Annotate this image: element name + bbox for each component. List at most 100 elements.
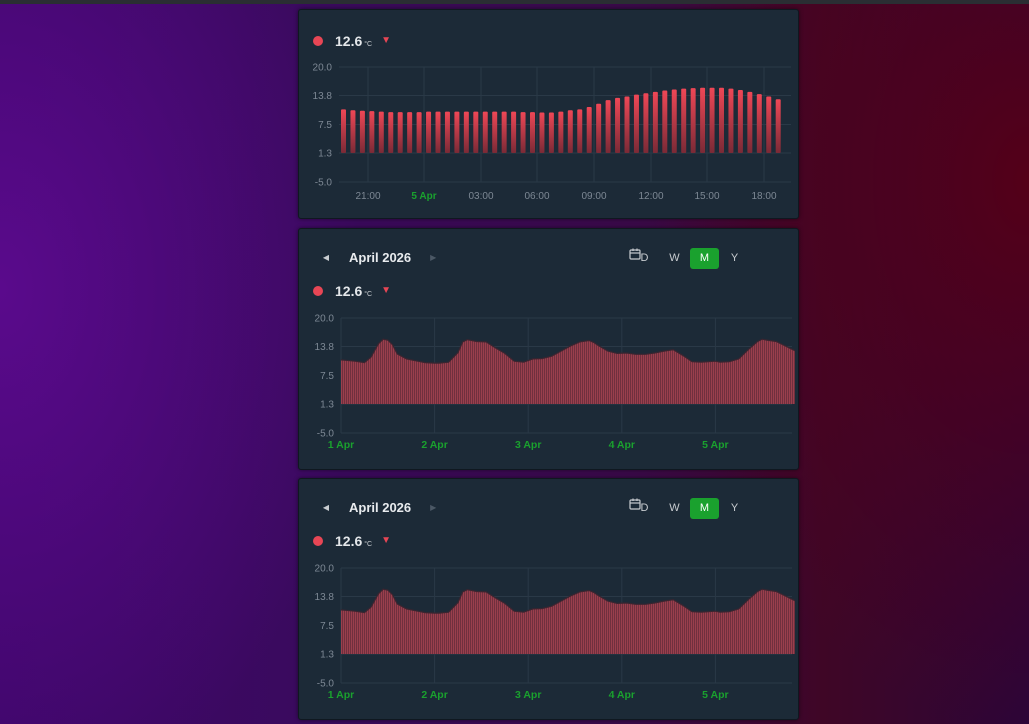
y-tick-label: 1.3	[318, 149, 332, 160]
bar[interactable]	[378, 111, 384, 154]
month-area-chart[interactable]: 20.0 13.8 7.5 1.3 -5.01 Apr 2 Apr 3 Apr 4 Apr 5 …	[299, 229, 798, 469]
temperature-day-card: 12.6 °C ▼ 20.0 13.8 7.5 1.3 -5.0 21:00 5 Apr 03…	[298, 9, 799, 219]
bar[interactable]	[624, 96, 630, 154]
bar[interactable]	[548, 112, 554, 154]
triangle-right-icon[interactable]: ▶	[430, 503, 437, 512]
y-tick-label: 7.5	[320, 371, 334, 382]
bar[interactable]	[747, 91, 753, 154]
triangle-right-icon[interactable]: ▶	[430, 253, 437, 262]
bar[interactable]	[501, 111, 507, 154]
month-area-chart[interactable]: 20.0 13.8 7.5 1.3 -5.01 Apr 2 Apr 3 Apr 4 Apr 5 …	[299, 479, 798, 719]
y-tick-label: 1.3	[320, 650, 334, 661]
range-m-button[interactable]: M	[690, 248, 719, 269]
bar[interactable]	[444, 111, 450, 154]
range-w-button[interactable]: W	[669, 502, 680, 514]
bar[interactable]	[454, 111, 460, 154]
bar[interactable]	[737, 90, 743, 154]
value-unit: °C	[364, 290, 373, 298]
range-y-button[interactable]: Y	[730, 502, 739, 514]
bar[interactable]	[520, 112, 526, 154]
x-tick-label: 5 Apr	[702, 439, 728, 451]
bar[interactable]	[416, 112, 422, 154]
legend: 12.6 °C ▼	[313, 283, 391, 299]
x-tick-label: 09:00	[581, 191, 606, 202]
bar[interactable]	[681, 88, 687, 154]
y-tick-label: 20.0	[315, 564, 335, 575]
bar[interactable]	[539, 112, 545, 154]
day-bar-chart[interactable]: 20.0 13.8 7.5 1.3 -5.0 21:00 5 Apr 03:00 06:00 09…	[299, 10, 798, 218]
series-dot-icon	[313, 286, 323, 296]
range-d-button[interactable]: D	[640, 502, 649, 514]
y-tick-label: 1.3	[320, 400, 334, 411]
legend: 12.6 °C ▼	[313, 533, 391, 549]
current-value: 12.6	[335, 283, 363, 299]
bar[interactable]	[652, 91, 658, 154]
bar[interactable]	[463, 111, 469, 154]
bar[interactable]	[397, 112, 403, 154]
bar[interactable]	[341, 109, 346, 154]
x-tick-label: 3 Apr	[515, 439, 541, 451]
range-y-button[interactable]: Y	[730, 252, 739, 264]
bar[interactable]	[728, 88, 734, 154]
x-tick-label: 2 Apr	[421, 689, 447, 701]
bar[interactable]	[492, 111, 498, 154]
triangle-down-icon: ▼	[381, 284, 392, 296]
y-tick-label: 7.5	[320, 621, 334, 632]
bar[interactable]	[633, 94, 639, 154]
bar[interactable]	[558, 111, 564, 154]
x-tick-label: 03:00	[468, 191, 493, 202]
bar[interactable]	[775, 99, 781, 154]
triangle-left-icon[interactable]: ◀	[322, 503, 330, 512]
bar[interactable]	[482, 111, 488, 154]
x-tick-label: 5 Apr	[702, 689, 728, 701]
y-tick-label: 13.8	[313, 91, 333, 102]
bar[interactable]	[615, 97, 621, 154]
bar[interactable]	[700, 87, 706, 154]
range-w-button[interactable]: W	[669, 252, 680, 264]
bar[interactable]	[586, 107, 592, 154]
temperature-area[interactable]	[341, 339, 795, 405]
bar[interactable]	[388, 112, 394, 154]
current-value: 12.6	[335, 533, 363, 549]
bar[interactable]	[766, 96, 772, 154]
y-tick-label: -5.0	[315, 178, 333, 189]
range-d-button[interactable]: D	[640, 252, 649, 264]
range-selector: D W M Y	[629, 498, 780, 519]
bar[interactable]	[407, 112, 413, 154]
bar[interactable]	[473, 111, 479, 154]
bar[interactable]	[359, 110, 365, 154]
bar[interactable]	[511, 111, 517, 154]
bar[interactable]	[643, 93, 649, 154]
triangle-down-icon: ▼	[381, 34, 392, 46]
temperature-area[interactable]	[341, 589, 795, 655]
bar[interactable]	[605, 100, 611, 154]
bar[interactable]	[596, 103, 602, 154]
bar[interactable]	[671, 89, 677, 154]
bar[interactable]	[567, 110, 573, 154]
bar[interactable]	[350, 110, 356, 154]
x-tick-label: 4 Apr	[609, 689, 635, 701]
temperature-line	[340, 588, 796, 614]
bar[interactable]	[530, 112, 535, 154]
temperature-month-card-1: ◀ April 2026 ▶ D W M Y 12.6 °C ▼ 20.0 13.…	[298, 228, 799, 470]
bar[interactable]	[662, 90, 668, 154]
range-selector: D W M Y	[629, 248, 780, 269]
bar[interactable]	[690, 88, 696, 154]
bar[interactable]	[426, 111, 432, 154]
calendar-icon[interactable]	[629, 498, 780, 519]
x-tick-label: 1 Apr	[328, 439, 354, 451]
range-m-button[interactable]: M	[690, 498, 719, 519]
y-tick-label: -5.0	[317, 429, 335, 440]
bar[interactable]	[577, 109, 583, 154]
value-unit: °C	[364, 40, 373, 48]
bar[interactable]	[756, 94, 762, 154]
x-tick-label: 2 Apr	[421, 439, 447, 451]
triangle-left-icon[interactable]: ◀	[322, 253, 330, 262]
temperature-month-card-2: ◀ April 2026 ▶ D W M Y 12.6 °C ▼ 20.0 13.…	[298, 478, 799, 720]
bar[interactable]	[709, 87, 715, 154]
bar[interactable]	[719, 87, 724, 154]
bar[interactable]	[435, 111, 441, 154]
x-tick-label: 18:00	[751, 191, 776, 202]
calendar-icon[interactable]	[629, 248, 780, 269]
bar[interactable]	[369, 111, 375, 154]
